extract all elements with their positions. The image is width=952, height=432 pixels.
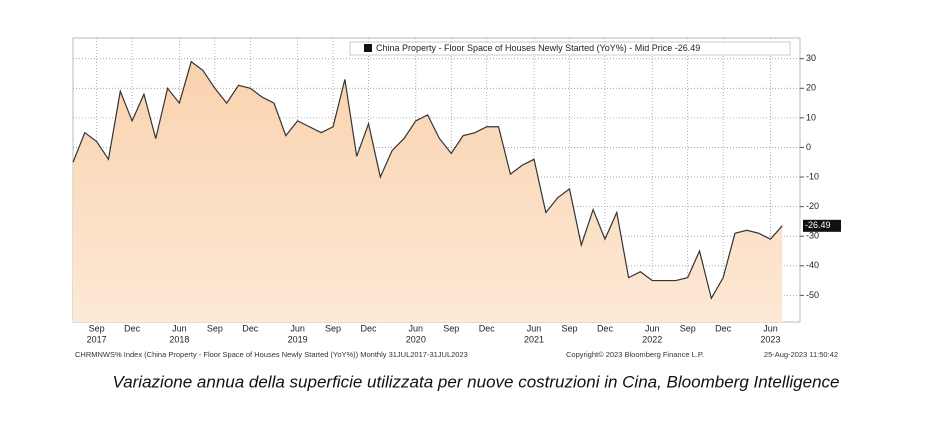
x-tick-label: Dec [597, 323, 614, 333]
x-tick-label: Dec [361, 323, 378, 333]
footer-left: CHRMNWS% Index (China Property - Floor S… [75, 350, 468, 359]
line [72, 60, 783, 300]
x-tick-label: Dec [715, 323, 732, 333]
y-tick-label: -30 [806, 231, 819, 241]
legend-box [349, 41, 791, 56]
x-year-label: 2021 [524, 334, 544, 344]
x-tick-label: Sep [680, 323, 696, 333]
x-tick-label: Jun [763, 323, 778, 333]
x-year-label: 2023 [760, 334, 780, 344]
last-value-tag: -26.49 [805, 220, 831, 230]
x-tick-label: Dec [479, 323, 496, 333]
legend-text: China Property - Floor Space of Houses N… [376, 43, 700, 53]
x-tick-label: Sep [325, 323, 341, 333]
y-tick-label: 30 [806, 53, 816, 63]
x-tick-label: Jun [527, 323, 542, 333]
x-year-label: 2018 [169, 334, 189, 344]
caption: Variazione annua della superficie utiliz… [112, 372, 839, 391]
x-tick-label: Sep [207, 323, 223, 333]
x-tick-label: Jun [645, 323, 660, 333]
x-tick-label: Jun [409, 323, 424, 333]
y-tick-label: -50 [806, 290, 819, 300]
footer-mid: Copyright© 2023 Bloomberg Finance L.P. [566, 350, 704, 359]
x-tick-label: Jun [290, 323, 305, 333]
footer-right: 25-Aug-2023 11:50:42 [764, 350, 838, 359]
x-year-label: 2022 [642, 334, 662, 344]
x-year-label: 2019 [288, 334, 308, 344]
x-year-label: 2017 [87, 334, 107, 344]
x-tick-label: Sep [89, 323, 105, 333]
y-tick-label: 20 [806, 83, 816, 93]
y-tick-label: -20 [806, 201, 819, 211]
x-tick-label: Jun [172, 323, 187, 333]
y-tick-label: 0 [806, 142, 811, 152]
x-year-label: 2020 [406, 334, 426, 344]
x-tick-label: Sep [561, 323, 577, 333]
last-value-tag-bg [803, 219, 841, 232]
y-tick-label: 10 [806, 112, 816, 122]
x-tick-label: Dec [124, 323, 141, 333]
y-tick-label: -10 [806, 171, 819, 181]
legend-swatch [364, 44, 372, 52]
x-tick-label: Sep [443, 323, 459, 333]
x-tick-label: Dec [242, 323, 259, 333]
area [73, 61, 783, 323]
y-tick-label: -40 [806, 260, 819, 270]
